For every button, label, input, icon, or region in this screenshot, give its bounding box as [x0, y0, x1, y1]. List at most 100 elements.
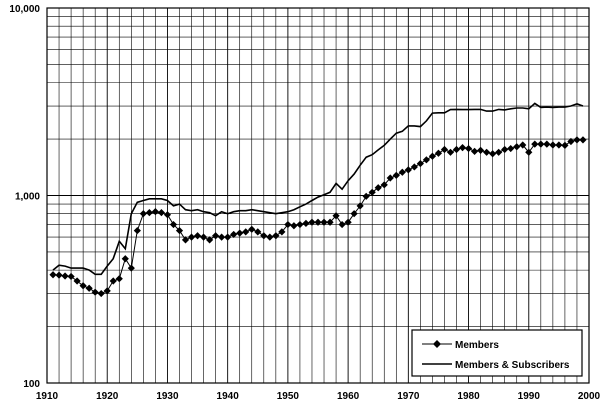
members-point: [567, 137, 575, 146]
members-point: [525, 148, 533, 156]
members-point: [133, 226, 141, 235]
y-tick-label: 1,000: [15, 192, 40, 203]
members-point: [73, 277, 81, 285]
members-point: [236, 229, 244, 237]
members-point: [49, 271, 57, 279]
members-point: [308, 218, 316, 226]
legend-subscribers-label: Members & Subscribers: [455, 360, 570, 371]
members-point: [272, 232, 280, 240]
members-point: [392, 171, 400, 179]
members-point: [495, 148, 503, 156]
members-point: [97, 289, 105, 298]
members-point: [199, 233, 208, 241]
legend-members-label: Members: [455, 340, 499, 351]
members-point: [543, 140, 551, 148]
x-tick-label: 1970: [397, 391, 420, 402]
legend-members-marker: [433, 340, 441, 348]
members-point: [410, 163, 418, 171]
x-tick-label: 1930: [156, 391, 179, 402]
members-point: [224, 233, 232, 241]
members-point: [434, 149, 443, 157]
members-point: [507, 144, 515, 153]
members-point: [79, 282, 87, 290]
members-point: [519, 141, 527, 149]
members-point: [537, 140, 545, 148]
members-point: [181, 236, 190, 244]
members-point: [266, 233, 274, 241]
legend: Members Members & Subscribers: [411, 329, 583, 377]
members-point: [248, 225, 256, 233]
members-point: [440, 145, 449, 154]
x-tick-label: 1990: [518, 391, 541, 402]
members-point: [416, 159, 424, 168]
members-point: [561, 141, 569, 150]
members-point: [501, 145, 509, 154]
axis-tick-labels: 1910 1920 1930 1940 1950 1960 1970 1980 1990 2000…: [9, 4, 600, 402]
x-tick-label: 2000: [578, 391, 600, 402]
members-point: [332, 212, 340, 220]
members-point: [121, 255, 129, 263]
members-point: [242, 228, 250, 236]
members-point: [145, 209, 153, 217]
members-point: [452, 145, 461, 154]
x-tick-label: 1910: [36, 391, 59, 402]
members-point: [464, 144, 473, 153]
members-point: [374, 184, 382, 192]
members-point: [489, 150, 497, 158]
members-point: [368, 188, 376, 196]
members-point: [513, 143, 521, 151]
legend-box: [411, 329, 583, 377]
members-point: [169, 220, 178, 229]
x-tick-label: 1920: [96, 391, 119, 402]
members-point: [193, 232, 202, 240]
members-point: [139, 210, 147, 218]
members-point: [531, 140, 539, 148]
members-point: [422, 156, 430, 164]
members-point: [356, 202, 364, 210]
members-point: [579, 136, 587, 144]
members-point: [555, 141, 563, 149]
members-point: [470, 147, 479, 155]
members-point: [278, 228, 286, 236]
members-point: [344, 218, 352, 226]
y-tick-label: 10,000: [9, 4, 40, 15]
grid: [46, 8, 590, 384]
series-layer: [49, 102, 587, 298]
members-point: [362, 192, 370, 200]
plot-frame: [46, 7, 590, 384]
x-tick-label: 1950: [277, 391, 300, 402]
members-point: [218, 233, 226, 241]
members-point: [398, 168, 406, 176]
members-point: [157, 209, 166, 217]
members-point: [290, 222, 298, 230]
members-point: [103, 287, 111, 295]
members-point: [458, 144, 467, 152]
members-point: [187, 233, 196, 241]
x-tick-label: 1960: [337, 391, 360, 402]
members-point: [446, 148, 455, 156]
members-point: [350, 210, 358, 218]
x-tick-label: 1980: [457, 391, 480, 402]
members-point: [428, 152, 437, 160]
members-point: [212, 232, 220, 240]
members-point: [284, 220, 292, 229]
members-point: [67, 272, 75, 281]
members-point: [151, 208, 159, 216]
members-point: [109, 277, 117, 285]
members-point: [230, 230, 238, 239]
members-point: [302, 219, 310, 227]
members-point: [127, 264, 135, 272]
members-point: [175, 226, 184, 235]
members-point: [314, 218, 322, 226]
members-point: [477, 146, 485, 154]
series-line-members-and-subscribers: [52, 102, 584, 276]
members-point: [320, 218, 328, 226]
members-point: [483, 148, 491, 156]
members-point: [260, 232, 268, 240]
y-tick-label: 100: [23, 379, 40, 390]
members-point: [296, 220, 304, 229]
members-point: [254, 228, 262, 236]
members-point: [91, 288, 99, 296]
members-point: [163, 211, 172, 219]
